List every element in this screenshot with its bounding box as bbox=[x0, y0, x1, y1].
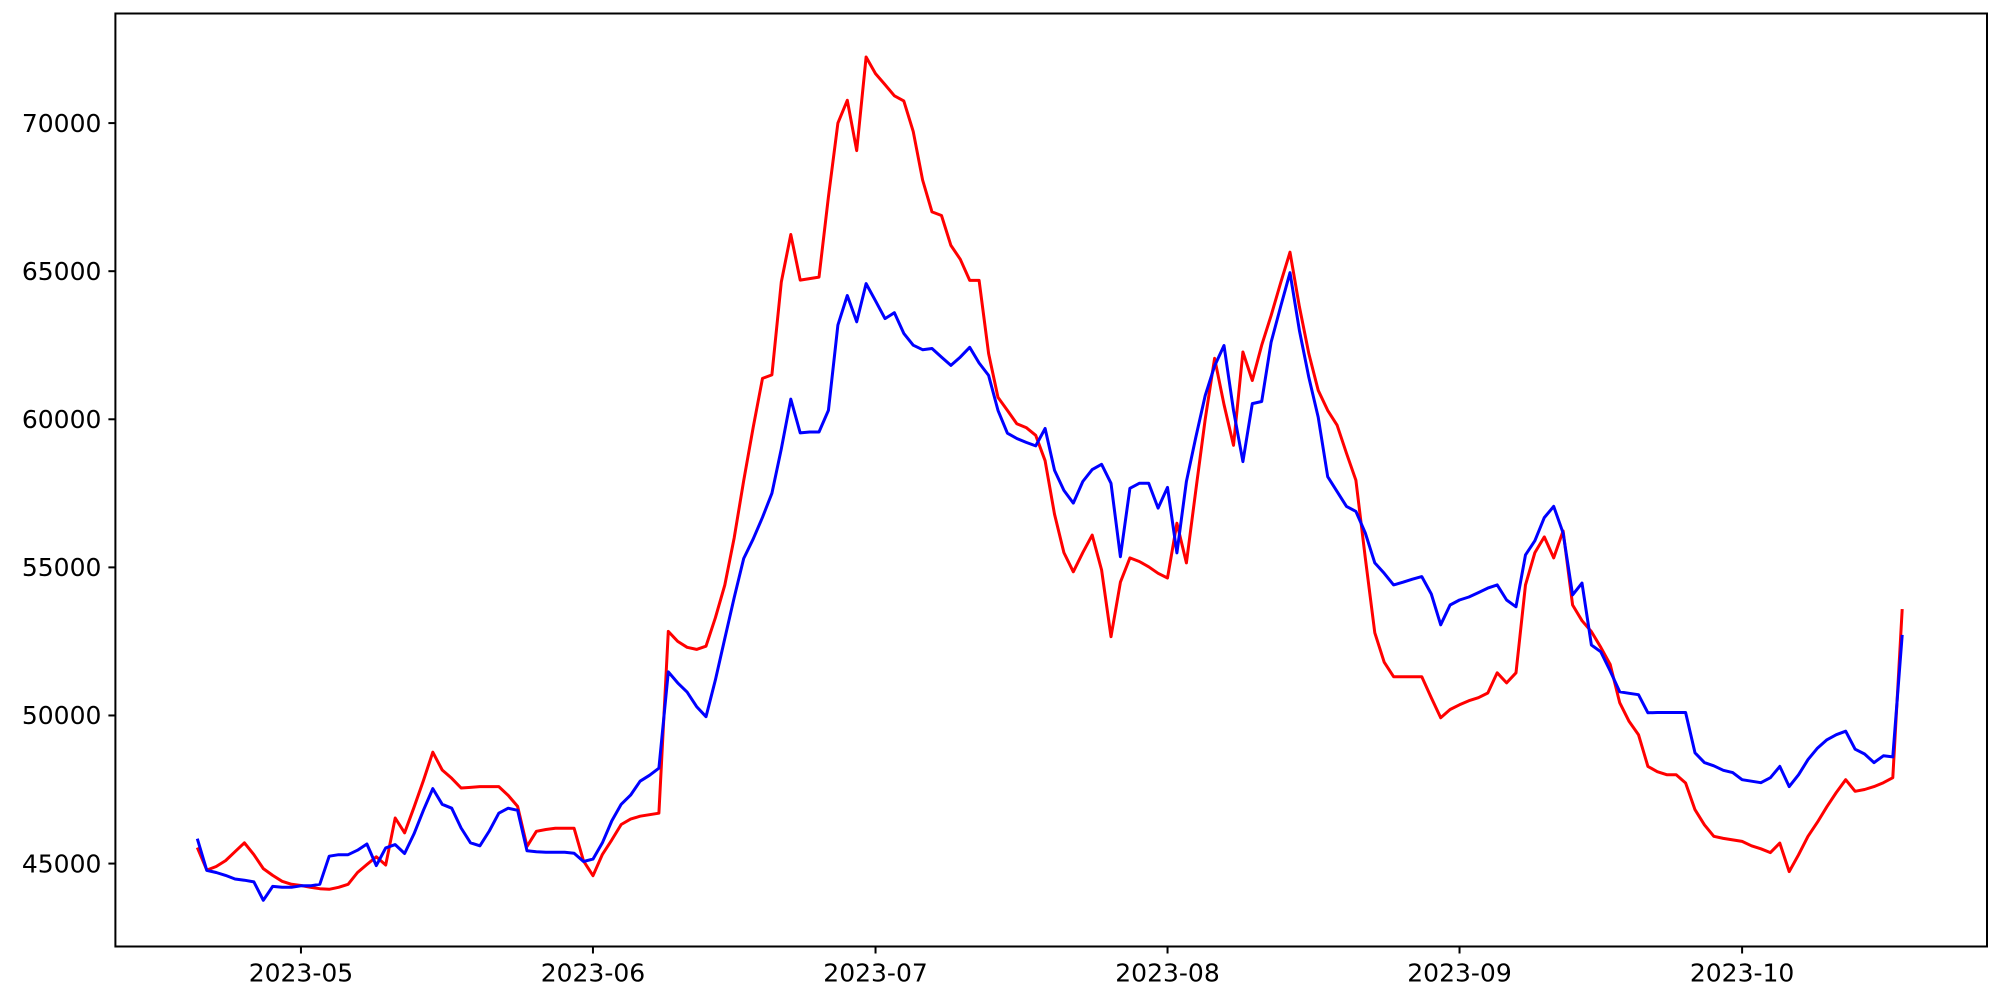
y-tick-label: 70000 bbox=[22, 109, 102, 138]
x-tick-label: 2023-06 bbox=[541, 959, 645, 988]
x-tick-label: 2023-08 bbox=[1115, 959, 1219, 988]
red-series-line bbox=[195, 55, 1904, 891]
y-tick-label: 60000 bbox=[22, 405, 102, 434]
x-tick-label: 2023-05 bbox=[249, 959, 353, 988]
x-tick-label: 2023-07 bbox=[823, 959, 927, 988]
y-tick-label: 55000 bbox=[22, 553, 102, 582]
axes-spines bbox=[114, 12, 1988, 948]
x-tick-label: 2023-09 bbox=[1407, 959, 1511, 988]
blue-series-line bbox=[195, 271, 1904, 902]
y-tick-label: 65000 bbox=[22, 257, 102, 286]
y-tick-label: 50000 bbox=[22, 701, 102, 730]
y-tick-label: 45000 bbox=[22, 849, 102, 878]
x-tick-label: 2023-10 bbox=[1690, 959, 1794, 988]
